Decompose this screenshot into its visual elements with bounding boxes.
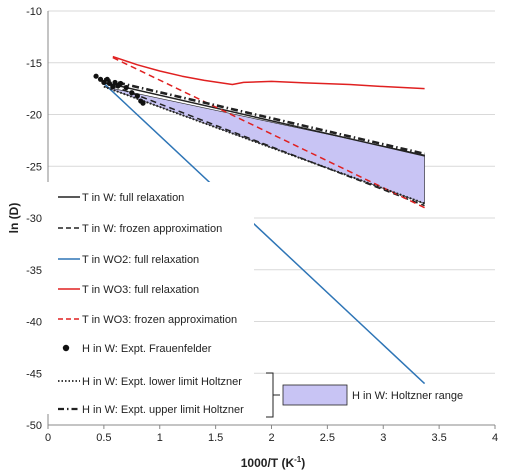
series-line-t-in-wo2-full-relaxation: [103, 82, 426, 385]
legend-item-t-in-wo2-full: T in WO2: full relaxation: [58, 254, 199, 266]
frauenfelder-points: [93, 73, 146, 106]
frauenfelder-point: [140, 100, 146, 106]
legend-item-t-in-w-full: T in W: full relaxation: [58, 192, 184, 204]
legend-label-holtzner-lower: H in W: Expt. lower limit Holtzner: [82, 376, 242, 388]
x-tick-label: 4: [492, 432, 498, 444]
legend-label-t-in-wo3-frozen: T in WO3: frozen approximation: [82, 314, 237, 326]
x-axis-title-sup: -1: [294, 455, 302, 464]
series-line-h-in-w-expt-upper-limit-holtzner: [103, 78, 425, 156]
legend-item-holtzner-lower: H in W: Expt. lower limit Holtzner: [58, 376, 242, 388]
series-line-t-in-w-full-relaxation: [103, 81, 425, 157]
legend-swatch-holtzner-range: [282, 384, 348, 406]
y-tick-label: -40: [26, 317, 42, 329]
x-axis-title-main: 1000/T (K: [241, 456, 295, 470]
frauenfelder-point: [110, 83, 116, 90]
legend-swatch-frauenfelder: [62, 344, 70, 352]
x-tick-label: 2.5: [320, 432, 335, 444]
legend-item-frauenfelder: H in W: Expt. Frauenfelder: [62, 343, 212, 355]
y-tick-label: -45: [26, 368, 42, 380]
x-axis-title: 1000/T (K-1): [241, 455, 305, 470]
y-tick-label: -15: [26, 58, 42, 70]
legend-label-t-in-w-frozen: T in W: frozen approximation: [82, 223, 222, 235]
legend-item-holtzner-range: H in W: Holtzner range: [282, 384, 463, 406]
x-tick-label: 3.5: [431, 432, 446, 444]
legend-label-t-in-w-full: T in W: full relaxation: [82, 192, 184, 204]
legend-label-frauenfelder: H in W: Expt. Frauenfelder: [82, 343, 212, 355]
frauenfelder-point: [104, 76, 110, 82]
y-tick-label: -10: [26, 6, 42, 18]
y-tick-label: -50: [26, 420, 42, 432]
series-line-h-in-w-expt-lower-limit-holtzner: [103, 85, 425, 205]
legend: T in W: full relaxation T in W: frozen a…: [44, 182, 463, 418]
series-lines: [103, 55, 426, 385]
legend-label-holtzner-upper: H in W: Expt. upper limit Holtzner: [82, 404, 244, 416]
legend-label-t-in-wo2-full: T in WO2: full relaxation: [82, 254, 199, 266]
y-tick-label: -35: [26, 265, 42, 277]
legend-item-t-in-wo3-frozen: T in WO3: frozen approximation: [58, 314, 237, 326]
legend-item-t-in-wo3-full: T in WO3: full relaxation: [58, 284, 199, 296]
x-tick-label: 3: [380, 432, 386, 444]
series-line-t-in-w-frozen-approximation: [103, 81, 425, 207]
legend-label-t-in-wo3-full: T in WO3: full relaxation: [82, 284, 199, 296]
tick-labels: -10 -15 -20 -25 -30 -35 -40 -45 -500 0.5 1 1.5 2 2.5 3…: [26, 6, 498, 444]
x-tick-label: 0: [45, 432, 51, 444]
x-tick-label: 0.5: [96, 432, 111, 444]
frauenfelder-point: [118, 80, 124, 87]
x-tick-label: 2: [268, 432, 274, 444]
frauenfelder-point: [93, 73, 99, 79]
frauenfelder-point: [97, 76, 104, 82]
frauenfelder-point: [106, 80, 113, 87]
frauenfelder-point: [112, 79, 118, 86]
x-axis-title-end: ): [301, 456, 305, 470]
legend-item-holtzner-upper: H in W: Expt. upper limit Holtzner: [58, 404, 244, 416]
frauenfelder-point: [123, 84, 129, 91]
y-tick-label: -20: [26, 110, 42, 122]
legend-background: [44, 182, 254, 414]
legend-range-bracket: [266, 372, 280, 418]
series-line-t-in-wo3-full-relaxation: [112, 55, 425, 90]
frauenfelder-point: [129, 90, 135, 96]
legend-item-t-in-w-frozen: T in W: frozen approximation: [58, 223, 222, 235]
series-line-t-in-wo3-frozen-approximation: [112, 56, 425, 209]
frauenfelder-point: [134, 93, 140, 99]
frauenfelder-point: [101, 79, 107, 86]
y-tick-label: -30: [26, 213, 42, 225]
legend-label-holtzner-range: H in W: Holtzner range: [352, 390, 463, 402]
x-tick-label: 1: [157, 432, 163, 444]
y-axis-title: ln (D): [7, 203, 21, 234]
x-tick-label: 1.5: [208, 432, 223, 444]
y-tick-label: -25: [26, 161, 42, 173]
